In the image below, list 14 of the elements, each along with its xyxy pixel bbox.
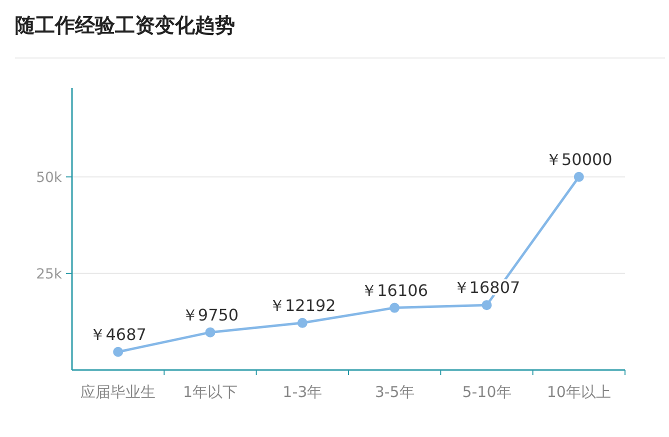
- xtick: 应届毕业生: [80, 383, 156, 401]
- xtick: 1-3年: [282, 383, 322, 401]
- xtick: 10年以上: [546, 383, 611, 401]
- value-label: ￥16106: [361, 280, 428, 300]
- xtick: 5-10年: [462, 383, 512, 401]
- value-label: ￥9750: [182, 305, 239, 324]
- value-label: ￥4687: [90, 324, 146, 344]
- value-label: ￥50000: [545, 150, 612, 169]
- xtick: 1年以下: [182, 383, 238, 401]
- value-label: ￥12192: [268, 296, 336, 315]
- title: 随工作经验工资变化趋势: [15, 13, 235, 37]
- ytick: 50k: [36, 170, 62, 186]
- ytick: 25k: [36, 266, 62, 282]
- xtick: 3-5年: [374, 383, 414, 401]
